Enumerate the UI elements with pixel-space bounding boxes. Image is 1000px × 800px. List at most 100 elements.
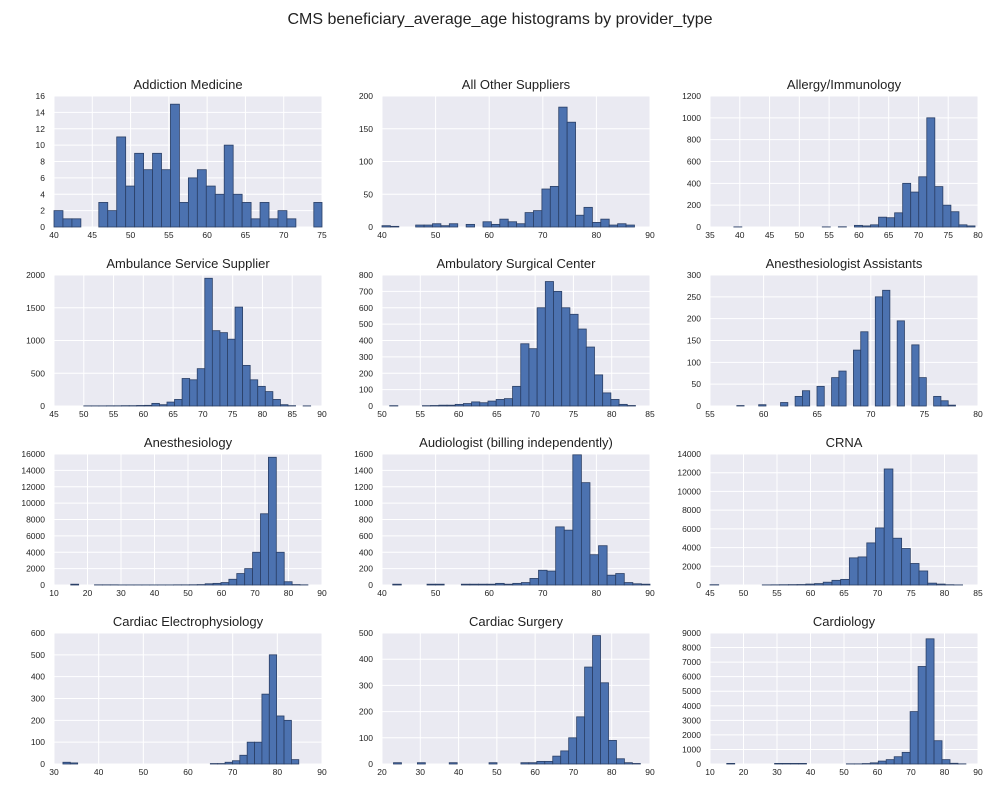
x-tick-label: 70: [538, 588, 548, 598]
histogram-bar: [780, 402, 789, 407]
x-tick-label: 60: [484, 588, 494, 598]
x-tick-label: 50: [795, 230, 805, 240]
y-tick-label: 700: [359, 286, 373, 296]
histogram-bar: [958, 224, 968, 228]
x-tick-label: 60: [183, 767, 193, 777]
panel-title: Addiction Medicine: [133, 77, 242, 92]
histogram-bar: [592, 635, 601, 765]
histogram-bar: [70, 583, 80, 586]
histogram-bar: [520, 762, 530, 765]
histogram-bar: [625, 224, 635, 228]
histogram-bar: [252, 551, 261, 586]
histogram-bar: [909, 711, 919, 765]
y-tick-label: 2000: [26, 270, 45, 280]
histogram-bar: [219, 332, 228, 407]
y-tick-label: 1000: [354, 498, 373, 508]
panel-title: Cardiac Electrophysiology: [113, 614, 264, 629]
x-tick-label: 65: [168, 409, 178, 419]
histogram-bar: [894, 212, 904, 228]
histogram-bar: [608, 740, 617, 765]
histogram-bar: [276, 715, 285, 765]
x-tick-label: 85: [645, 409, 655, 419]
histogram-panel: 10 20 30 40 50 60 70 80 90 0 2000 4000 6000 8000 10000…: [21, 435, 327, 598]
histogram-bar: [555, 526, 565, 586]
x-tick-label: 40: [806, 767, 816, 777]
x-tick-label: 60: [202, 230, 212, 240]
x-tick-label: 30: [49, 767, 59, 777]
histogram-bar: [469, 583, 479, 586]
histogram-bar: [254, 741, 263, 765]
panel-title: Ambulance Service Supplier: [106, 256, 270, 271]
y-tick-label: 200: [359, 564, 373, 574]
histogram-panel: 40 50 60 70 80 90 0 200 400 600 800 1000 1200 1400 160…: [354, 435, 655, 598]
histogram-bar: [886, 217, 896, 228]
y-tick-label: 6: [40, 173, 45, 183]
y-tick-label: 10000: [21, 498, 45, 508]
histogram-bar: [495, 582, 505, 586]
histogram-bar: [782, 763, 791, 765]
y-tick-label: 0: [40, 580, 45, 590]
y-tick-label: 0: [368, 222, 373, 232]
y-tick-label: 500: [31, 368, 45, 378]
y-tick-label: 1200: [682, 91, 701, 101]
histogram-panel: 45 50 55 60 65 70 75 80 85 0 2000 4000 6000 8000 10000…: [677, 435, 983, 598]
histogram-bar: [598, 545, 608, 586]
histogram-bar: [107, 210, 118, 228]
histogram-bar: [918, 377, 927, 407]
histogram-bar: [503, 583, 514, 586]
histogram-bar: [585, 346, 595, 407]
y-tick-label: 200: [359, 707, 373, 717]
histogram-bar: [949, 762, 959, 765]
x-tick-label: 60: [873, 767, 883, 777]
x-tick-label: 80: [940, 588, 950, 598]
y-tick-label: 400: [359, 547, 373, 557]
x-tick-label: 75: [228, 409, 238, 419]
histogram-bar: [446, 404, 456, 407]
histogram-bar: [189, 379, 198, 407]
x-tick-label: 80: [273, 767, 283, 777]
histogram-bar: [624, 762, 633, 765]
y-tick-label: 400: [687, 178, 701, 188]
histogram-bar: [848, 557, 859, 586]
histogram-bar: [615, 573, 625, 586]
x-tick-label: 60: [806, 588, 816, 598]
y-tick-label: 12: [36, 124, 46, 134]
histogram-bar: [966, 225, 976, 228]
x-tick-label: 55: [416, 409, 426, 419]
y-tick-label: 800: [687, 135, 701, 145]
histogram-bar: [544, 760, 554, 765]
histogram-bar: [566, 121, 576, 228]
x-tick-label: 50: [79, 409, 89, 419]
y-tick-label: 150: [687, 336, 701, 346]
x-tick-label: 40: [377, 230, 387, 240]
x-tick-label: 90: [645, 588, 655, 598]
y-tick-label: 8000: [682, 643, 701, 653]
histogram-bar: [940, 400, 949, 407]
histogram-bar: [267, 456, 277, 586]
histogram-bar: [257, 385, 266, 407]
x-tick-label: 70: [873, 588, 883, 598]
histogram-bar: [161, 169, 171, 228]
histogram-bar: [558, 106, 568, 228]
histogram-bar: [866, 542, 876, 586]
y-tick-label: 250: [687, 292, 701, 302]
histogram-bar: [874, 296, 883, 407]
histogram-bar: [249, 379, 259, 407]
histogram-bar: [179, 202, 189, 228]
x-tick-label: 70: [906, 767, 916, 777]
histogram-bar: [933, 740, 943, 765]
y-tick-label: 300: [31, 694, 45, 704]
x-tick-label: 90: [317, 588, 327, 598]
histogram-bar: [524, 212, 534, 228]
histogram-bar: [610, 399, 620, 407]
x-tick-label: 80: [284, 588, 294, 598]
x-tick-label: 40: [150, 588, 160, 598]
histogram-bar: [486, 583, 497, 586]
y-tick-label: 1200: [354, 482, 373, 492]
x-tick-label: 75: [569, 409, 579, 419]
x-tick-label: 55: [164, 230, 174, 240]
histogram-bar: [448, 223, 459, 228]
x-tick-label: 50: [183, 588, 193, 598]
histogram-bar: [507, 221, 518, 228]
